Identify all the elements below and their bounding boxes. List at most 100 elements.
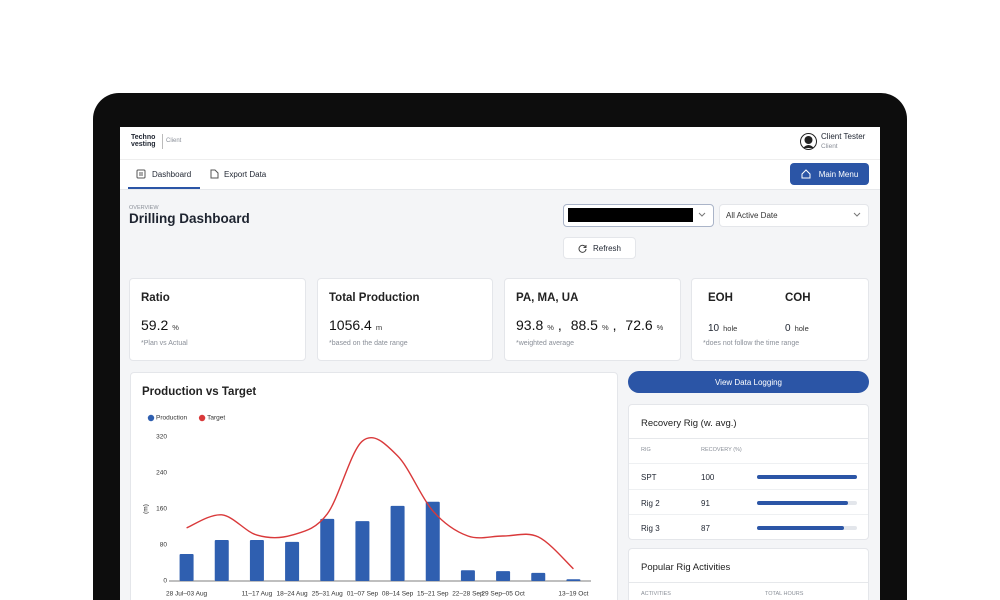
unit: m bbox=[375, 323, 383, 332]
card: Total Production 1056.4 m *based on the d… bbox=[317, 278, 493, 361]
y-tick-label: 160 bbox=[156, 506, 167, 513]
table-row: Rig 2 91 bbox=[629, 488, 868, 514]
bar bbox=[320, 518, 335, 581]
tab-icon bbox=[210, 169, 219, 179]
legend-label: Production bbox=[156, 415, 187, 422]
unit: % bbox=[656, 323, 664, 332]
target-line bbox=[186, 436, 574, 570]
bar bbox=[460, 570, 475, 581]
bar bbox=[249, 540, 264, 581]
progress-track bbox=[757, 475, 857, 479]
bar bbox=[285, 541, 300, 581]
progress-bar bbox=[757, 500, 848, 505]
activities-card: Popular Rig Activities ACTIVITIES TOTAL … bbox=[628, 548, 869, 600]
screen: Techno vesting Client Client Tester Clie… bbox=[120, 127, 880, 600]
table-row: Rig 3 87 bbox=[629, 514, 868, 539]
unit: % bbox=[601, 323, 609, 332]
value: 59.2 bbox=[141, 317, 169, 333]
portal-label: Client bbox=[166, 138, 182, 144]
card-title: COH bbox=[785, 292, 811, 304]
chart-card: Production vs Target (m) 0 80 160 240 320 Pro… bbox=[130, 372, 618, 600]
card: EOH COH 10 hole 0 hole *does not follow th… bbox=[691, 278, 869, 361]
eyebrow: OVERVIEW bbox=[129, 205, 159, 211]
progress-bar bbox=[757, 526, 844, 530]
bar bbox=[496, 571, 511, 581]
home-icon bbox=[801, 169, 811, 179]
unit: % bbox=[172, 323, 179, 332]
recovery-value: 91 bbox=[701, 498, 710, 508]
table-row: SPT 100 bbox=[629, 463, 868, 488]
unit: hole bbox=[723, 324, 738, 333]
progress-bar bbox=[757, 475, 857, 479]
x-tick-label: 15–21 Sep bbox=[417, 591, 449, 598]
card: PA, MA, UA 93.8%, 88.5%, 72.6% *weighted… bbox=[504, 278, 681, 361]
unit: hole bbox=[794, 324, 809, 333]
button-label: View Data Logging bbox=[714, 377, 782, 387]
card-title: Ratio bbox=[141, 292, 170, 304]
button-label: Refresh bbox=[592, 243, 621, 253]
x-tick-label: 18–24 Aug bbox=[277, 591, 308, 598]
card-value: 0 hole bbox=[785, 318, 813, 336]
card-note: *weighted average bbox=[516, 340, 574, 347]
tab[interactable]: Export Data bbox=[224, 170, 267, 179]
logo[interactable]: Techno vesting bbox=[131, 134, 156, 148]
y-axis-label: (m) bbox=[143, 504, 150, 514]
refresh-button[interactable]: Refresh bbox=[563, 237, 636, 259]
bar bbox=[179, 554, 194, 581]
chevron bbox=[853, 212, 861, 217]
value: 1056.4 bbox=[329, 317, 372, 333]
card-value: 59.2% bbox=[141, 317, 183, 335]
bar bbox=[566, 579, 581, 581]
x-tick-label: 28 Jul–03 Aug bbox=[166, 591, 208, 598]
progress-track bbox=[757, 500, 857, 505]
chevron bbox=[698, 212, 706, 217]
nav-bar bbox=[120, 160, 880, 190]
divider bbox=[629, 438, 868, 439]
tab-icon bbox=[136, 169, 146, 179]
x-tick-label: 25–31 Aug bbox=[312, 591, 343, 598]
rig-name: Rig 2 bbox=[641, 498, 660, 508]
card-note: *does not follow the time range bbox=[703, 340, 800, 347]
divider bbox=[629, 582, 868, 583]
recovery-card: Recovery Rig (w. avg.) RIG RECOVERY (%) … bbox=[628, 404, 869, 540]
bar bbox=[425, 501, 440, 581]
y-tick-label: 240 bbox=[156, 470, 167, 477]
value: 10 bbox=[708, 323, 720, 334]
date-select[interactable] bbox=[719, 204, 869, 227]
value: 88.5 bbox=[570, 317, 598, 333]
legend-label: Target bbox=[207, 415, 225, 422]
separator: , bbox=[612, 317, 617, 333]
y-tick-label: 0 bbox=[163, 578, 167, 585]
legend-swatch bbox=[147, 414, 155, 422]
avatar[interactable] bbox=[800, 133, 817, 150]
x-tick-label: 13–19 Oct bbox=[558, 591, 588, 598]
column-header: ACTIVITIES bbox=[641, 591, 671, 597]
logo-line: Techno bbox=[131, 134, 156, 141]
logging-button[interactable]: View Data Logging bbox=[628, 371, 869, 393]
card-note: *Plan vs Actual bbox=[141, 340, 188, 347]
card-note: *based on the date range bbox=[329, 340, 408, 347]
x-tick-label: 22–28 Sep bbox=[452, 591, 484, 598]
select-label: All Active Date bbox=[726, 211, 778, 220]
recovery-value: 100 bbox=[701, 473, 715, 482]
y-tick-label: 80 bbox=[160, 542, 168, 549]
x-tick-label: 01–07 Sep bbox=[347, 591, 379, 598]
card-title: PA, MA, UA bbox=[516, 292, 579, 304]
card-value: 1056.4 m bbox=[329, 317, 386, 335]
card-title: Recovery Rig (w. avg.) bbox=[641, 418, 737, 429]
header bbox=[120, 127, 880, 160]
tab[interactable]: Dashboard bbox=[152, 170, 192, 179]
chart-title: Production vs Target bbox=[142, 386, 256, 398]
bar bbox=[390, 505, 405, 581]
column-header: RECOVERY (%) bbox=[701, 447, 742, 453]
legend-swatch bbox=[198, 414, 206, 422]
user-role: Client bbox=[821, 143, 838, 150]
value: 0 bbox=[785, 323, 791, 334]
card: Ratio 59.2% *Plan vs Actual bbox=[129, 278, 306, 361]
value: 93.8 bbox=[516, 317, 544, 333]
card-values: 93.8%, 88.5%, 72.6% bbox=[516, 317, 667, 335]
bar bbox=[531, 572, 546, 581]
card-title: Total Production bbox=[329, 292, 420, 304]
main-menu-button[interactable]: Main Menu bbox=[790, 163, 869, 185]
